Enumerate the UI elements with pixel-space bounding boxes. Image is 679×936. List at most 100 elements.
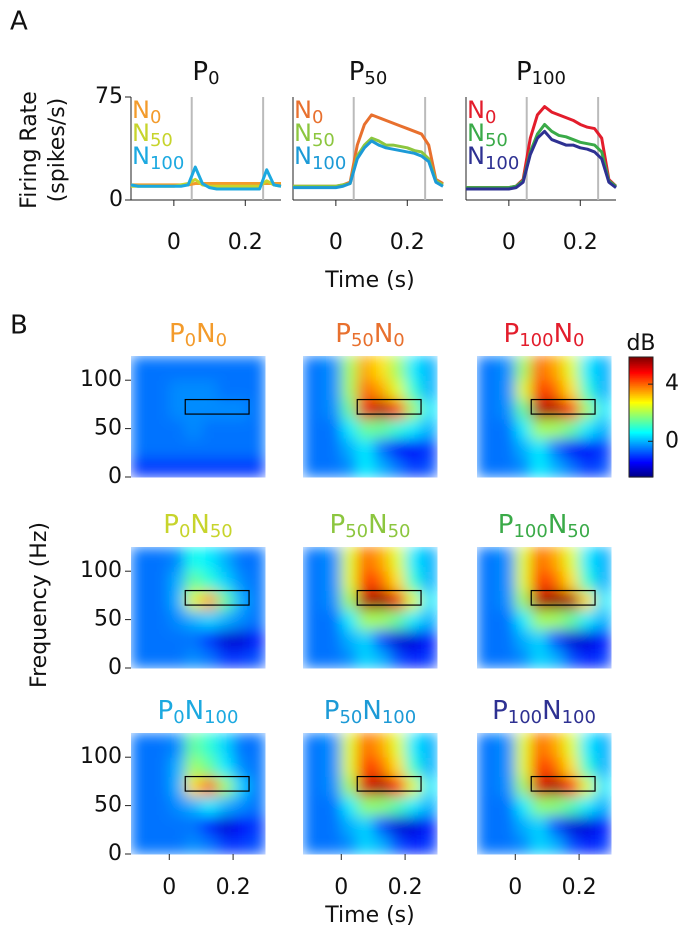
heatmap-cell (249, 438, 266, 459)
heatmap-cell (421, 795, 438, 816)
colorbar-swatch (629, 375, 653, 378)
heatmap-cell (185, 399, 202, 420)
heatmap-cell (217, 356, 234, 381)
heatmap-cell (341, 733, 358, 758)
colorbar-swatch (629, 431, 653, 434)
colorbar-swatch (629, 423, 653, 426)
heatmap-cell (531, 834, 548, 855)
heatmap-cell (579, 547, 596, 572)
heatmap-cell (131, 438, 151, 459)
heatmap-cell (185, 834, 202, 855)
heatmap-cell (595, 815, 612, 836)
colorbar-swatch (629, 359, 653, 362)
heatmap-cell (515, 648, 532, 669)
heatmap-cell (201, 629, 218, 650)
heatmap-cell (496, 757, 516, 778)
heatmap-cell (201, 571, 218, 592)
y-tick-label: 0 (108, 655, 122, 680)
heatmap-cell (249, 418, 266, 439)
heatmap-cell (322, 418, 342, 439)
subscript: 0 (485, 107, 496, 128)
heatmap-cell (496, 834, 516, 855)
legend-entry: N100 (294, 142, 346, 174)
heatmap-cell (201, 815, 218, 836)
heatmap-cell (201, 590, 218, 611)
heatmap-cell (185, 648, 202, 669)
heatmap-cell (341, 815, 358, 836)
heatmap-cell (150, 629, 170, 650)
heatmap-cell (515, 418, 532, 439)
heatmap-cell (547, 834, 564, 855)
y-tick-label: 75 (95, 84, 123, 109)
heatmap-cell (357, 757, 374, 778)
heatmap-cell (405, 629, 422, 650)
heatmap-cell (579, 757, 596, 778)
heatmap-cell (531, 571, 548, 592)
heatmap-cell (201, 356, 218, 381)
heatmap-cell (405, 438, 422, 459)
heatmap-cell (595, 776, 612, 797)
heatmap-cell (249, 457, 266, 478)
heatmap-cell (421, 776, 438, 797)
subscript: 0 (208, 68, 219, 89)
heatmap-cell (373, 457, 390, 478)
heatmap-cell (389, 776, 406, 797)
y-tick-label: 50 (94, 607, 122, 632)
heatmap-cell (217, 776, 234, 797)
heatmap-cell (357, 590, 374, 611)
heatmap-cell (185, 629, 202, 650)
heatmap-cell (233, 356, 250, 381)
chart-title: P50N100 (324, 696, 416, 729)
heatmap-cell (341, 571, 358, 592)
text-part: P (498, 510, 514, 540)
colorbar-swatch (629, 399, 653, 402)
x-tick-label: 0.2 (563, 230, 598, 255)
colorbar-swatch (629, 469, 653, 472)
heatmap-cell (131, 380, 151, 401)
colorbar-swatch (629, 387, 653, 390)
heatmap-cell (131, 815, 151, 836)
heatmap-cell (389, 757, 406, 778)
heatmap-cell (547, 629, 564, 650)
colorbar-tick-label: 4 (665, 371, 679, 396)
heatmap-cell (595, 757, 612, 778)
heatmap-cell (477, 795, 497, 816)
heatmap-cells (303, 356, 438, 478)
heatmap-cell (496, 648, 516, 669)
heatmap-cell (421, 356, 438, 381)
colorbar-swatch (629, 417, 653, 420)
heatmap-cell (303, 776, 323, 797)
heatmap-cell (201, 438, 218, 459)
heatmap-cell (233, 399, 250, 420)
heatmap-cell (201, 834, 218, 855)
heatmap-cell (303, 757, 323, 778)
subscript: 100 (150, 153, 184, 174)
legend-entry: N0 (294, 96, 323, 128)
text-part: P (492, 696, 508, 726)
heatmap-cell (563, 547, 580, 572)
colorbar-swatch (629, 383, 653, 386)
chart-title: P0N100 (158, 696, 239, 729)
heatmap-cell (357, 438, 374, 459)
heatmap-cell (201, 457, 218, 478)
heatmap-cell (201, 733, 218, 758)
heatmap-cell (233, 795, 250, 816)
heatmap-cell (477, 815, 497, 836)
heatmap-cell (357, 399, 374, 420)
heatmap-cell (322, 776, 342, 797)
heatmap-cell (421, 648, 438, 669)
heatmap-cell (131, 733, 151, 758)
heatmap-cell (421, 438, 438, 459)
heatmap-cell (341, 776, 358, 797)
x-tick-label: 0.2 (562, 875, 597, 900)
colorbar-swatch (629, 449, 653, 452)
heatmap-cell (389, 648, 406, 669)
heatmap-cell (547, 571, 564, 592)
heatmap-cell (563, 438, 580, 459)
heatmap-cell (405, 815, 422, 836)
heatmap-cell (201, 648, 218, 669)
heatmap-cell (477, 733, 497, 758)
heatmap-cell (595, 418, 612, 439)
heatmap-cell (233, 609, 250, 630)
heatmap-cell (373, 418, 390, 439)
